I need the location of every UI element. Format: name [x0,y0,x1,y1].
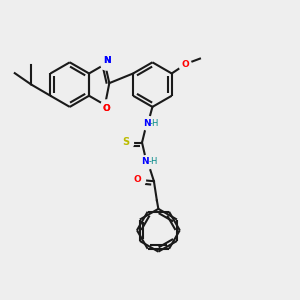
Text: N: N [103,56,110,65]
Text: O: O [103,104,110,113]
Text: O: O [103,104,110,113]
Text: O: O [181,60,189,69]
Text: N: N [141,158,149,166]
Text: N: N [143,119,150,128]
Text: N: N [103,56,110,65]
Text: -H: -H [148,158,158,166]
Text: -H: -H [150,119,159,128]
Text: S: S [122,137,129,147]
Text: O: O [133,175,141,184]
